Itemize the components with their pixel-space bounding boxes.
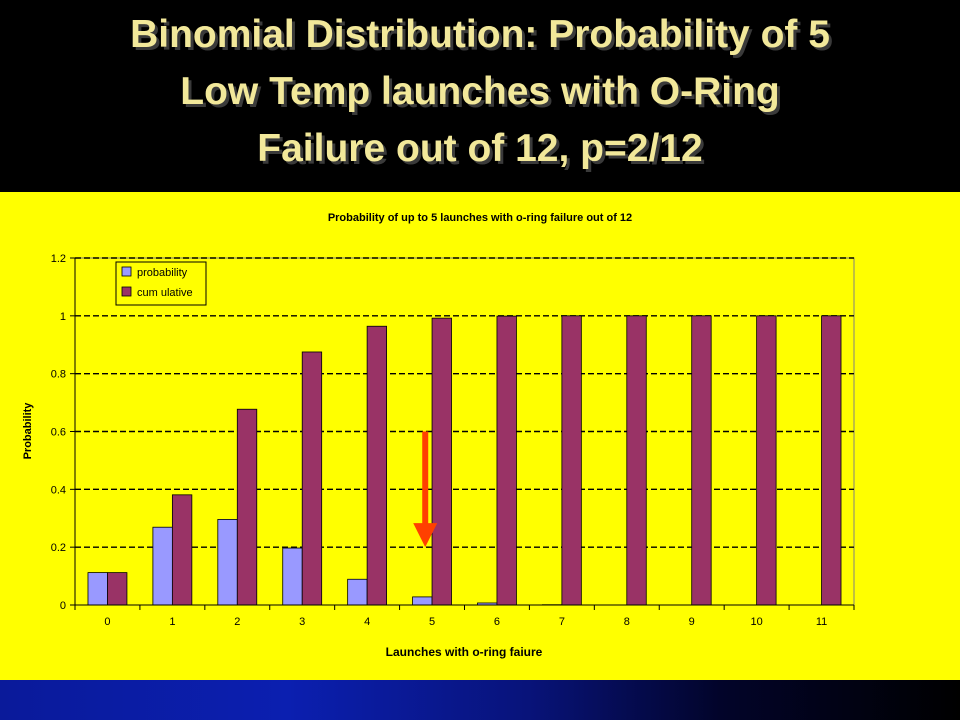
bar-cumulative-2 bbox=[236, 408, 258, 606]
legend-swatch-1 bbox=[121, 286, 132, 297]
bar-cumulative-11 bbox=[821, 315, 842, 606]
y-tick-label: 0.4 bbox=[51, 484, 66, 496]
bar-probability-0 bbox=[87, 572, 108, 606]
y-tick-label: 1.2 bbox=[51, 253, 66, 265]
legend: probability cum ulative bbox=[115, 261, 207, 306]
x-tick-label: 1 bbox=[169, 616, 175, 628]
bars bbox=[87, 315, 842, 606]
bar-cumulative-7 bbox=[561, 315, 582, 606]
bar-cumulative-6 bbox=[496, 315, 517, 606]
slide-title: Binomial Distribution: Probability of 5 … bbox=[0, 6, 960, 177]
legend-label-0: probability bbox=[137, 267, 188, 279]
x-tick-label: 8 bbox=[624, 616, 630, 628]
axes: 0 0.2 0.4 0.6 0.8 1 1.2 0 1 2 3 4 5 6 7 8 9 10 11 bbox=[51, 253, 855, 628]
bar-probability-4 bbox=[347, 578, 368, 606]
annotation bbox=[413, 431, 438, 548]
bar-cumulative-10 bbox=[756, 315, 777, 606]
x-tick-label: 2 bbox=[234, 616, 240, 628]
y-tick-label: 0.8 bbox=[51, 369, 66, 381]
bar-probability-1 bbox=[152, 526, 173, 606]
bar-cumulative-9 bbox=[691, 315, 712, 606]
x-axis-label: Launches with o-ring faiure bbox=[386, 645, 543, 659]
chart-panel: Probability of up to 5 launches with o-r… bbox=[0, 192, 960, 680]
x-tick-label: 10 bbox=[751, 616, 763, 628]
title-line-3: Failure out of 12, p=2/12 bbox=[257, 127, 703, 170]
bar-cumulative-4 bbox=[366, 325, 388, 606]
x-tick-label: 3 bbox=[299, 616, 305, 628]
gridlines bbox=[75, 257, 854, 548]
arrow-head bbox=[413, 523, 438, 548]
title-line-1: Binomial Distribution: Probability of 5 bbox=[130, 13, 830, 56]
x-tick-label: 5 bbox=[429, 616, 435, 628]
bar-probability-3 bbox=[282, 547, 303, 606]
x-tick-label: 6 bbox=[494, 616, 500, 628]
y-tick-label: 1 bbox=[60, 311, 66, 323]
x-tick-label: 4 bbox=[364, 616, 370, 628]
bar-chart: Probability of up to 5 launches with o-r… bbox=[22, 212, 855, 659]
y-tick-label: 0 bbox=[60, 600, 66, 612]
y-tick-label: 0.6 bbox=[51, 427, 66, 439]
chart-title: Probability of up to 5 launches with o-r… bbox=[328, 212, 632, 224]
legend-swatch-0 bbox=[121, 266, 132, 277]
title-line-2: Low Temp launches with O-Ring bbox=[180, 70, 780, 113]
footer-band bbox=[0, 680, 960, 720]
bar-probability-5 bbox=[412, 596, 433, 606]
y-tick-label: 0.2 bbox=[51, 542, 66, 554]
bar-cumulative-1 bbox=[171, 494, 193, 606]
legend-label-1: cum ulative bbox=[137, 287, 193, 299]
bar-cumulative-3 bbox=[301, 351, 323, 606]
bar-probability-2 bbox=[217, 519, 238, 606]
x-tick-label: 11 bbox=[816, 616, 827, 628]
bar-cumulative-8 bbox=[626, 315, 647, 606]
x-tick-label: 7 bbox=[559, 616, 565, 628]
x-tick-label: 9 bbox=[689, 616, 695, 628]
y-axis-label: Probability bbox=[22, 402, 34, 460]
bar-cumulative-0 bbox=[107, 572, 128, 606]
bar-cumulative-5 bbox=[431, 317, 452, 606]
x-tick-label: 0 bbox=[104, 616, 110, 628]
